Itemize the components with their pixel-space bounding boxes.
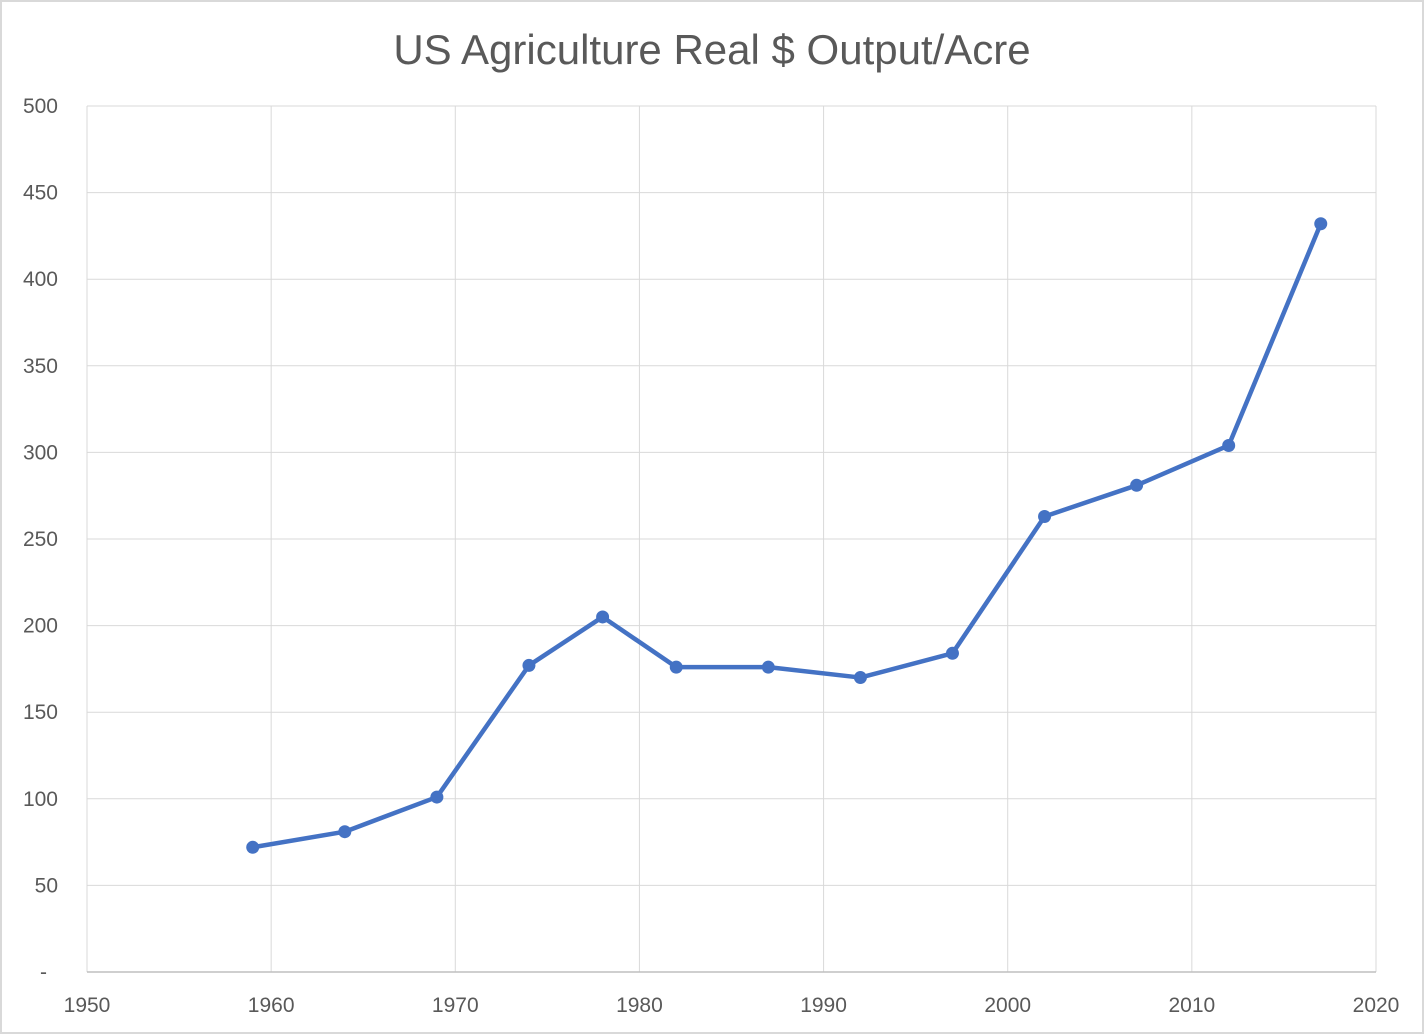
data-point-marker <box>596 610 610 624</box>
x-tick-label: 1980 <box>616 994 663 1017</box>
y-tick-label: 200 <box>23 615 58 638</box>
data-point-marker <box>430 790 444 804</box>
x-tick-label: 1950 <box>64 994 111 1017</box>
data-point-marker <box>246 840 260 854</box>
data-point-marker <box>945 646 959 660</box>
data-point-marker <box>1314 217 1328 231</box>
y-tick-label: - <box>40 961 47 984</box>
y-tick-label: 400 <box>23 268 58 291</box>
data-point-marker <box>761 660 775 674</box>
y-tick-label: 150 <box>23 701 58 724</box>
x-tick-label: 1970 <box>432 994 479 1017</box>
data-point-marker <box>853 671 867 685</box>
data-point-marker <box>522 658 536 672</box>
y-tick-label: 100 <box>23 788 58 811</box>
y-tick-label: 500 <box>23 95 58 118</box>
data-point-marker <box>338 825 352 839</box>
y-tick-label: 350 <box>23 355 58 378</box>
y-tick-label: 300 <box>23 441 58 464</box>
x-tick-label: 2020 <box>1353 994 1400 1017</box>
y-tick-label: 450 <box>23 182 58 205</box>
x-tick-label: 1990 <box>800 994 847 1017</box>
data-series-line <box>250 221 1324 850</box>
y-tick-label: 50 <box>35 874 58 897</box>
x-tick-label: 2010 <box>1168 994 1215 1017</box>
x-tick-label: 2000 <box>984 994 1031 1017</box>
data-point-marker <box>669 660 683 674</box>
x-tick-label: 1960 <box>248 994 295 1017</box>
data-point-marker <box>1038 509 1052 523</box>
data-point-marker <box>1222 438 1236 452</box>
y-tick-label: 250 <box>23 528 58 551</box>
data-point-marker <box>1130 478 1144 492</box>
